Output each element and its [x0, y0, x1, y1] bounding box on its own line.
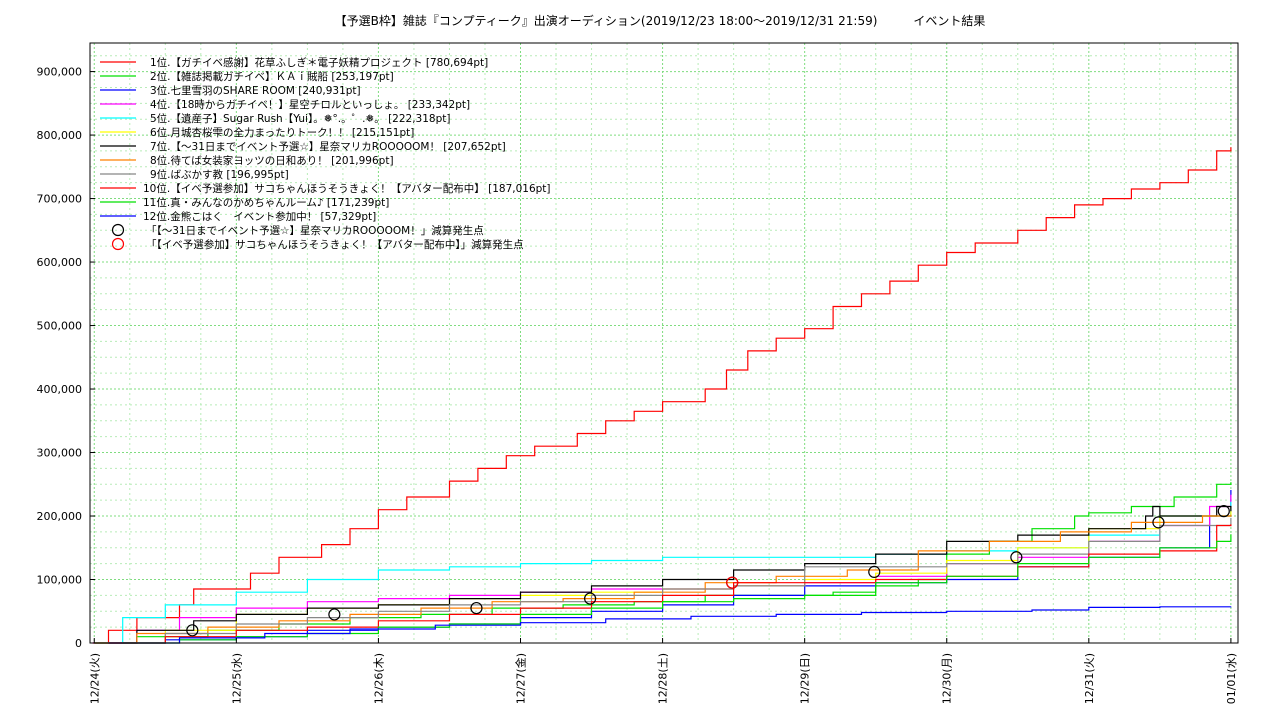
drop-marker: [1217, 505, 1230, 518]
series-line-11: [122, 534, 1232, 644]
drop-markers: [186, 505, 1230, 637]
y-tick-label: 700,000: [37, 193, 83, 206]
drop-marker: [584, 592, 597, 605]
legend-label: 3位.七里雪羽のSHARE ROOM [240,931pt]: [150, 84, 361, 97]
y-tick-label: 900,000: [37, 66, 83, 79]
legend-marker: [111, 237, 125, 251]
x-tick-label: 12/31(火): [1083, 653, 1096, 704]
series-line-9: [94, 517, 1232, 644]
y-tick-label: 100,000: [37, 574, 83, 587]
drop-marker: [868, 565, 881, 578]
plot-frame: [89, 42, 1239, 644]
legend-label: 12位.金熊こはく イベント参加中！ [57,329pt]: [143, 210, 376, 223]
x-tick-label: 12/25(水): [230, 653, 243, 704]
legend-label: 6位.月城杏桜雫の全力まったりトーク！！ [215,151pt]: [150, 126, 414, 139]
y-tick-label: 300,000: [37, 447, 83, 460]
series-line-4: [92, 494, 1232, 644]
x-tick-label: 12/26(木): [372, 653, 385, 704]
y-tick-label: 500,000: [37, 320, 83, 333]
legend-label: 5位.【遺産子】Sugar Rush【Yui】。❅°.。゜.❅。 [222,31…: [150, 112, 450, 125]
legend: 1位.【ガチイベ感謝】花草ふしぎ＊電子妖精プロジェクト [780,694pt]2…: [100, 56, 551, 251]
legend-marker-label: 「【イベ予選参加】サコちゃんほうそうきょく！【アバター配布中】」減算発生点: [146, 238, 524, 251]
grid: [90, 43, 1238, 643]
drop-marker: [726, 576, 739, 589]
series-line-6: [94, 506, 1232, 644]
legend-label: 1位.【ガチイベ感謝】花草ふしぎ＊電子妖精プロジェクト [780,694pt]: [150, 56, 488, 69]
series-line-12: [108, 606, 1232, 644]
chart-title: 【予選B枠】雑誌『コンプティーク』出演オーディション(2019/12/23 18…: [335, 13, 986, 28]
series-line-7: [94, 505, 1232, 644]
y-tick-label: 200,000: [37, 510, 83, 523]
x-tick-label: 12/24(火): [88, 653, 101, 704]
legend-label: 10位.【イベ予選参加】サコちゃんほうそうきょく！【アバター配布中】 [187,…: [143, 182, 551, 195]
y-tick-label: 800,000: [37, 129, 83, 142]
legend-label: 8位.待てば女装家ヨッツの日和あり！ [201,996pt]: [150, 154, 394, 167]
x-tick-label: 12/30(月): [941, 653, 954, 704]
axes: 0 100,000 200,000 300,000 400,000 500,000 600,…: [37, 66, 1238, 705]
x-tick-label: 01/01(水): [1225, 653, 1238, 704]
series-line-2: [94, 482, 1232, 644]
series-line-10: [108, 524, 1232, 644]
legend-label: 9位.ばぶかす教 [196,995pt]: [150, 168, 289, 181]
y-tick-label: 600,000: [37, 256, 83, 269]
legend-marker-label: 「【〜31日までイベント予選☆】星奈マリカROOOOOM！」減算発生点: [146, 224, 484, 237]
drop-marker: [186, 624, 199, 637]
legend-marker: [111, 223, 125, 237]
y-tick-label: 400,000: [37, 383, 83, 396]
y-tick-label: 0: [75, 637, 82, 650]
legend-label: 7位.【〜31日までイベント予選☆】星奈マリカROOOOOM！ [207,652…: [150, 140, 506, 153]
legend-label: 4位.【18時からガチイベ！】星空チロルといっしょ。 [233,342pt]: [150, 98, 470, 111]
series-line-8: [94, 514, 1232, 644]
drop-marker: [470, 601, 483, 615]
drop-marker: [1152, 516, 1165, 529]
x-tick-label: 12/29(日): [799, 653, 812, 704]
legend-label: 11位.真・みんなのかめちゃんルーム♪ [171,239pt]: [143, 196, 389, 209]
legend-label: 2位.【雑誌掲載ガチイベ】ＫＡｉ賊船 [253,197pt]: [150, 70, 394, 83]
drop-marker: [328, 608, 341, 621]
series-line-1: [92, 147, 1232, 644]
drop-marker: [1010, 551, 1023, 564]
x-tick-label: 12/28(土): [657, 653, 670, 704]
series-lines: [92, 147, 1232, 644]
x-tick-label: 12/27(金): [514, 653, 528, 704]
